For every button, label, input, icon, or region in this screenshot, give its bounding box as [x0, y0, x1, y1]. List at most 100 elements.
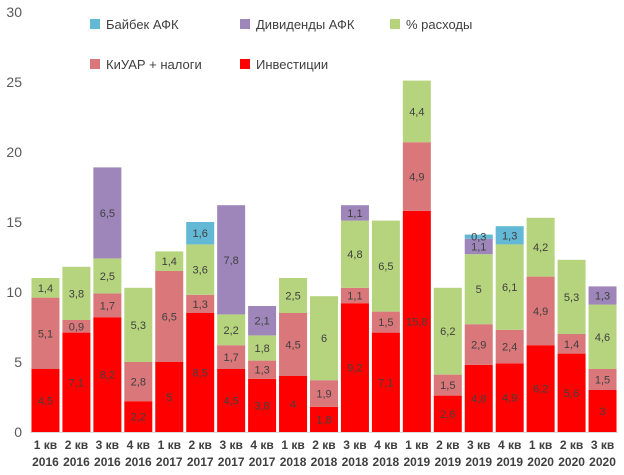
data-label: 8,5	[193, 368, 208, 380]
x-tick-year: 2019	[465, 455, 492, 469]
data-label: 0,3	[471, 232, 486, 244]
x-tick-quarter: 1 кв	[281, 438, 304, 452]
data-label: 3	[599, 406, 605, 418]
bar-segment	[62, 266, 91, 320]
bar-segment	[186, 294, 215, 313]
x-tick-year: 2020	[527, 455, 554, 469]
bar-segment	[124, 287, 153, 362]
data-label: 4,9	[533, 306, 548, 318]
legend-swatch	[240, 59, 250, 69]
x-tick-year: 2018	[280, 455, 307, 469]
x-tick-quarter: 1 кв	[158, 438, 181, 452]
x-tick-quarter: 3 кв	[343, 438, 366, 452]
bar-segment	[310, 380, 338, 407]
bar-segment	[371, 332, 400, 432]
y-tick-label: 10	[6, 284, 22, 300]
legend-swatch	[390, 19, 400, 29]
x-tick-year: 2019	[496, 455, 523, 469]
data-label: 7,1	[69, 377, 84, 389]
bar-segment	[402, 142, 431, 211]
data-label: 2,9	[471, 340, 486, 352]
bar-segment	[124, 401, 153, 432]
data-label: 4,8	[347, 249, 362, 261]
x-tick-quarter: 1 кв	[405, 438, 428, 452]
data-label: 6,1	[502, 282, 517, 294]
data-label: 1,5	[440, 380, 455, 392]
bar-segment	[371, 311, 400, 333]
data-label: 1,1	[471, 242, 486, 254]
data-label: 1,3	[254, 365, 269, 377]
legend-label: Дивиденды АФК	[256, 17, 355, 32]
y-tick-label: 25	[6, 74, 22, 90]
x-tick-quarter: 3 кв	[591, 438, 614, 452]
bar-segment	[402, 80, 431, 143]
x-tick-quarter: 3 кв	[96, 438, 119, 452]
legend-label: Инвестиции	[256, 57, 328, 72]
x-tick-quarter: 2 кв	[65, 438, 88, 452]
bar-segment	[588, 286, 617, 305]
bar-segment	[371, 220, 400, 312]
data-label: 1,3	[595, 291, 610, 303]
legend-label: КиУАР + налоги	[106, 57, 202, 72]
x-tick-year: 2019	[403, 455, 430, 469]
data-label: 2,5	[285, 291, 300, 303]
bar-segment	[31, 297, 60, 369]
data-label: 1,1	[347, 208, 362, 220]
data-label: 1,8	[254, 343, 269, 355]
x-tick-year: 2018	[373, 455, 400, 469]
data-label: 1,6	[193, 228, 208, 240]
x-axis: 1 кв 2016 2 кв 2016 3 кв 2016 4 кв 2016 1 кв 2017…	[32, 438, 616, 469]
data-label: 5,1	[38, 328, 53, 340]
data-label: 4,5	[224, 396, 239, 408]
data-label: 3,8	[69, 288, 84, 300]
data-label: 4,6	[595, 332, 610, 344]
data-label: 4,8	[471, 393, 486, 405]
data-label: 15,8	[406, 316, 427, 328]
x-tick-quarter: 3 кв	[219, 438, 242, 452]
x-tick-year: 2017	[249, 455, 276, 469]
bar-segment	[93, 258, 122, 294]
data-label: 5,3	[564, 292, 579, 304]
data-label: 1,4	[162, 256, 177, 268]
data-label: 1,8	[316, 414, 331, 426]
bar-segment	[62, 332, 91, 432]
x-tick-year: 2016	[125, 455, 152, 469]
data-label: 7,1	[378, 377, 393, 389]
bar-segment	[402, 210, 431, 432]
legend-label: % расходы	[406, 17, 472, 32]
data-label: 2,1	[254, 316, 269, 328]
data-label: 6,2	[533, 384, 548, 396]
y-tick-label: 15	[6, 214, 22, 230]
bar-segment	[340, 220, 369, 288]
bar-segment	[93, 317, 122, 432]
data-label: 6,5	[162, 312, 177, 324]
bar-segment	[155, 271, 184, 362]
bar-segment	[433, 374, 462, 396]
legend-swatch	[90, 59, 100, 69]
data-label: 4,9	[409, 172, 424, 184]
x-tick-quarter: 4 кв	[250, 438, 273, 452]
data-label: 1,5	[595, 375, 610, 387]
data-label: 0,9	[69, 321, 84, 333]
bar-segment	[186, 222, 215, 245]
y-tick-label: 30	[6, 4, 22, 20]
bar-segment	[588, 390, 617, 432]
bar-segment	[433, 287, 462, 375]
bar-segment	[155, 251, 184, 271]
bar-segment	[495, 244, 524, 330]
bar-segment	[155, 362, 184, 432]
bar-segment	[588, 369, 617, 390]
bar-segment	[495, 226, 524, 245]
data-label: 1,4	[564, 339, 579, 351]
data-label: 1,9	[316, 389, 331, 401]
x-tick-quarter: 3 кв	[467, 438, 490, 452]
bar-segment	[310, 296, 338, 381]
x-tick-quarter: 2 кв	[189, 438, 212, 452]
bar-segment	[62, 320, 91, 333]
data-label: 9,2	[347, 363, 362, 375]
bar-segment	[279, 376, 308, 432]
bar-segment	[340, 303, 369, 432]
x-tick-year: 2018	[342, 455, 369, 469]
data-label: 2,6	[440, 409, 455, 421]
